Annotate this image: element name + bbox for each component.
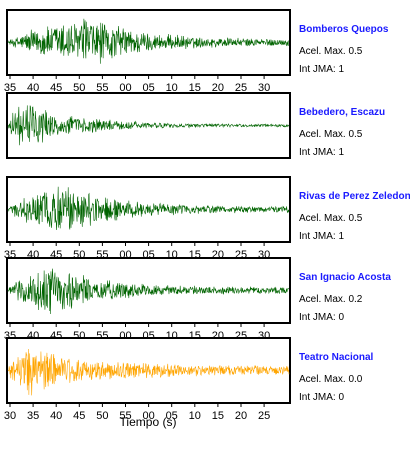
x-tick-label: 55 <box>119 410 131 422</box>
station-name: Bomberos Quepos <box>299 24 389 35</box>
station-name: Bebedero, Escazu <box>299 107 385 118</box>
x-tick-label: 00 <box>142 410 154 422</box>
acel-max-label: Acel. Max. 0.0 <box>299 374 363 385</box>
int-jma-label: Int JMA: 1 <box>299 147 344 158</box>
x-tick-label: 05 <box>166 410 178 422</box>
x-tick-label: 20 <box>235 410 247 422</box>
station-name: Rivas de Perez Zeledon <box>299 191 410 202</box>
acel-max-label: Acel. Max. 0.2 <box>299 294 363 305</box>
x-tick-label: 20 <box>212 82 224 94</box>
int-jma-label: Int JMA: 0 <box>299 312 344 323</box>
x-tick-label: 40 <box>50 410 62 422</box>
waveform-trace <box>7 348 290 396</box>
x-tick-label: 50 <box>96 410 108 422</box>
acel-max-label: Acel. Max. 0.5 <box>299 213 363 224</box>
x-tick-label: 50 <box>73 82 85 94</box>
x-tick-label: 10 <box>189 410 201 422</box>
x-tick-label: 15 <box>212 410 224 422</box>
x-tick-label: 40 <box>27 82 39 94</box>
station-name: San Ignacio Acosta <box>299 272 391 283</box>
int-jma-label: Int JMA: 0 <box>299 392 344 403</box>
x-tick-label: 10 <box>166 82 178 94</box>
x-tick-label: 05 <box>142 82 154 94</box>
x-tick-label: 25 <box>235 82 247 94</box>
station-name: Teatro Nacional <box>299 352 373 363</box>
x-tick-label: 30 <box>4 410 16 422</box>
acel-max-label: Acel. Max. 0.5 <box>299 129 363 140</box>
panel-frame <box>6 9 291 76</box>
waveform-trace <box>7 186 290 230</box>
waveform-trace <box>7 18 290 64</box>
x-tick-label: 30 <box>258 82 270 94</box>
x-tick-label: 55 <box>96 82 108 94</box>
x-tick-label: 35 <box>4 82 16 94</box>
waveform-trace <box>7 268 290 314</box>
int-jma-label: Int JMA: 1 <box>299 64 344 75</box>
acel-max-label: Acel. Max. 0.5 <box>299 46 363 57</box>
x-tick-label: 15 <box>189 82 201 94</box>
x-tick-label: 25 <box>258 410 270 422</box>
x-tick-label: 35 <box>27 410 39 422</box>
waveform-trace <box>7 105 290 146</box>
x-tick-label: 00 <box>119 82 131 94</box>
x-tick-label: 45 <box>50 82 62 94</box>
int-jma-label: Int JMA: 1 <box>299 231 344 242</box>
x-axis-label: Tiempo (s) <box>120 415 177 429</box>
x-tick-label: 45 <box>73 410 85 422</box>
